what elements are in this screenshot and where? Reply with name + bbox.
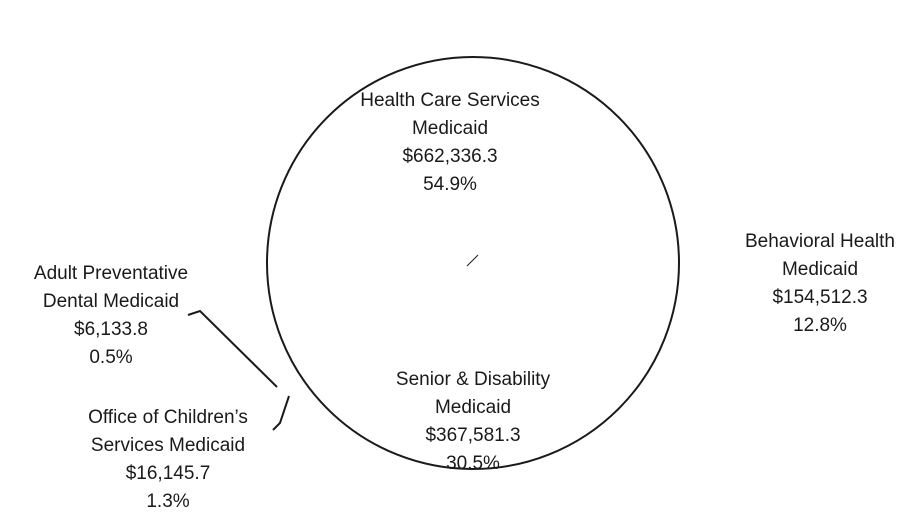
labels-layer: Health Care Services Medicaid $662,336.3 54… xyxy=(34,90,895,512)
slice-label-line-0: Senior & Disability xyxy=(396,369,551,390)
slice-label-line-1: Dental Medicaid xyxy=(43,291,179,312)
leader-line-3 xyxy=(272,395,290,431)
slice-label-line-1: Medicaid xyxy=(435,397,511,418)
pie-outline xyxy=(266,56,680,470)
slice-value-label: $16,145.7 xyxy=(126,463,211,484)
slices-layer xyxy=(266,56,680,470)
slice-percent-label: 54.9% xyxy=(423,174,477,195)
slice-label-3: Office of Children’s Services Medicaid $16… xyxy=(88,407,248,512)
slice-label-4: Adult Preventative Dental Medicaid $6,133.… xyxy=(34,263,188,368)
slice-label-2: Senior & Disability Medicaid $367,581.3 30.… xyxy=(396,369,551,474)
slice-value-label: $154,512.3 xyxy=(772,287,867,308)
slice-label-line-1: Medicaid xyxy=(782,259,858,280)
slice-label-line-0: Office of Children’s xyxy=(88,407,248,428)
slice-label-line-0: Behavioral Health xyxy=(745,231,895,252)
leader-line-4 xyxy=(187,309,278,388)
leader-lines-layer xyxy=(187,309,290,431)
slice-percent-label: 1.3% xyxy=(146,491,189,512)
slice-label-line-1: Services Medicaid xyxy=(91,435,245,456)
slice-label-line-1: Medicaid xyxy=(412,118,488,139)
slice-value-label: $662,336.3 xyxy=(402,146,497,167)
slice-percent-label: 0.5% xyxy=(89,347,132,368)
slice-label-line-0: Adult Preventative xyxy=(34,263,188,284)
slice-value-label: $367,581.3 xyxy=(425,425,520,446)
center-mark xyxy=(466,254,479,267)
slice-value-label: $6,133.8 xyxy=(74,319,148,340)
slice-percent-label: 30.5% xyxy=(446,453,500,474)
slice-label-1: Behavioral Health Medicaid $154,512.3 12.8% xyxy=(745,231,895,336)
slice-label-0: Health Care Services Medicaid $662,336.3 54… xyxy=(360,90,540,195)
slice-label-line-0: Health Care Services xyxy=(360,90,540,111)
slice-percent-label: 12.8% xyxy=(793,315,847,336)
